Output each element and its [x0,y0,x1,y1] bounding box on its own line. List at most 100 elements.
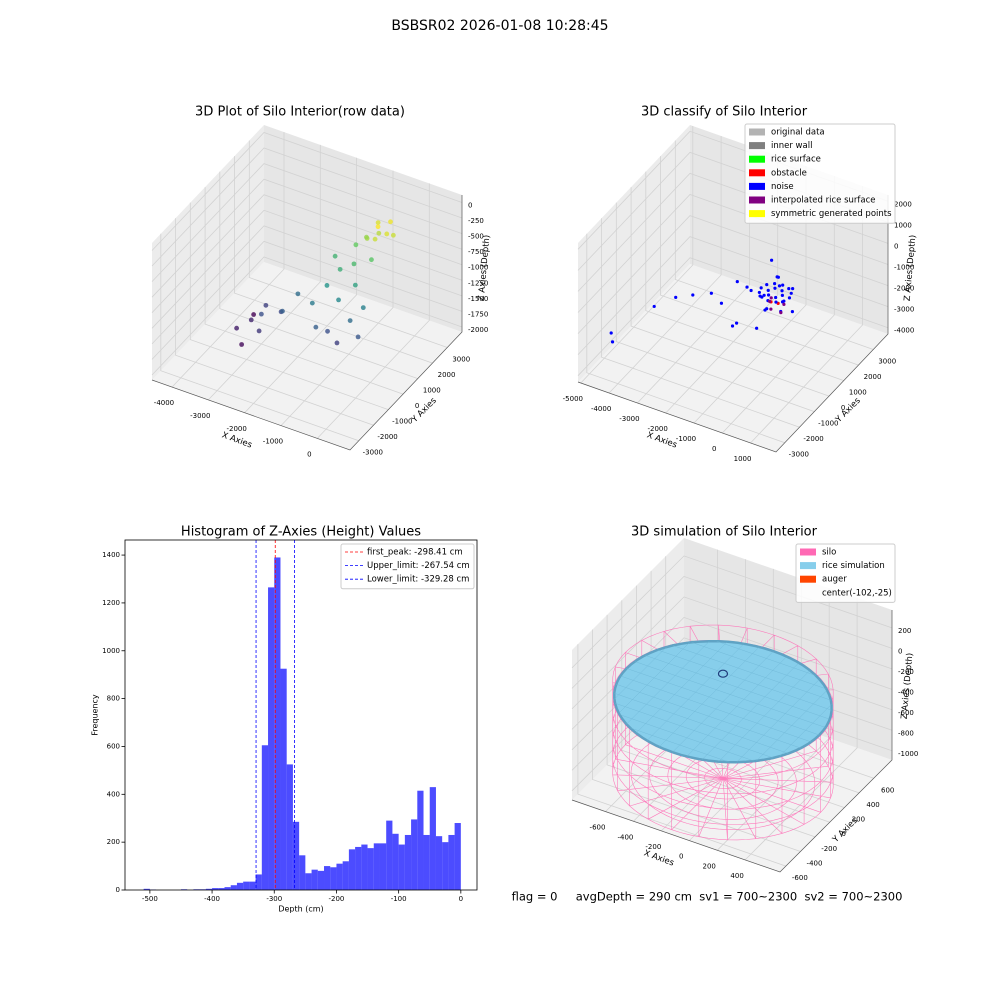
bar [342,861,349,890]
point [610,340,615,344]
grid-line [571,575,893,689]
x-tick-label: -200 [329,895,345,903]
x-tick-label: -3000 [190,412,210,420]
point [256,328,262,334]
z-tick-label: -3000 [894,306,914,314]
y-tick-label: -1000 [392,418,412,426]
chart-title: 3D Plot of Silo Interior(row data) [195,105,405,120]
grid-line [660,156,859,366]
point [719,301,724,305]
bar [386,820,393,890]
bar [143,888,150,890]
grid-line [621,600,830,823]
axis-line [151,195,463,451]
bar [286,764,293,890]
bar [243,881,250,890]
bar [411,819,418,890]
z-tick-label: -400 [898,688,914,696]
point [762,293,766,297]
y-tick-label: 1400 [102,551,120,559]
grid-line [160,233,359,442]
point [774,300,778,304]
point [773,286,777,290]
x-tick-label: -400 [617,833,633,841]
y-tick-label: -400 [807,860,823,868]
legend-patch [749,155,765,163]
y-tick-label: 600 [881,786,894,794]
z-tick-label: -250 [468,217,484,225]
point [309,300,315,306]
x-tick-label: 0 [307,450,311,458]
bar [404,834,412,890]
point [372,236,378,242]
point [652,304,656,309]
x-tick-label: -2000 [226,425,246,433]
point [384,231,390,237]
z-tick-label: -750 [468,248,484,256]
y-tick-label: 0 [116,886,120,894]
axis-label: Z Axies (Depth) [477,234,493,301]
point [375,220,381,226]
x-tick-label: 0 [459,895,463,903]
y-tick-label: 1000 [423,387,441,395]
point [376,230,382,236]
bar [355,846,362,890]
point [769,307,773,311]
grid-line [615,202,815,412]
z-tick-label: -1500 [468,295,488,303]
grid-line [151,194,463,313]
grid-line [571,616,893,730]
point [375,224,381,230]
y-tick-label: -600 [792,874,808,882]
y-tick-label: 1000 [849,389,867,397]
point [780,289,784,293]
z-tick-label: -800 [898,729,914,737]
point [773,282,777,286]
pane-left [152,125,264,380]
point [353,242,359,248]
point [674,295,678,299]
y-tick-label: -3000 [363,449,383,457]
chart-title: 3D classify of Silo Interior [641,105,808,120]
y-axis-label: Frequency [91,694,100,736]
point [364,234,369,240]
point [791,287,795,291]
grid-line [606,614,816,838]
bar [261,745,269,890]
grid-line [151,256,463,376]
x-tick-label: 0 [712,445,716,453]
grid-line [577,257,889,376]
bar [255,874,262,890]
legend-patch [800,548,816,556]
point [251,312,257,317]
point [730,324,735,328]
bar [417,790,424,890]
point [347,318,353,324]
point [734,321,739,325]
grid-line [592,629,801,852]
legend-label: obstacle [771,168,807,178]
z-tick-label: 1000 [894,221,912,229]
y-tick-label: 800 [107,695,120,703]
point [334,340,340,346]
pane-floor [578,264,888,452]
legend-label: original data [771,128,825,138]
grid-line [630,187,830,397]
bar [311,869,318,890]
grid-line [151,178,463,298]
bar [236,882,244,890]
point [766,293,771,297]
y-tick-label: 0 [842,830,846,838]
point [777,284,782,288]
legend-patch [749,169,765,177]
z-tick-label: -200 [898,668,914,676]
point [769,296,773,300]
point [248,317,254,323]
x-tick-label: -2000 [648,425,668,433]
pane-back [264,125,462,332]
legend-label: silo [822,548,836,558]
legend-label: rice surface [771,155,821,165]
grid-line [151,132,463,251]
point [787,296,792,300]
